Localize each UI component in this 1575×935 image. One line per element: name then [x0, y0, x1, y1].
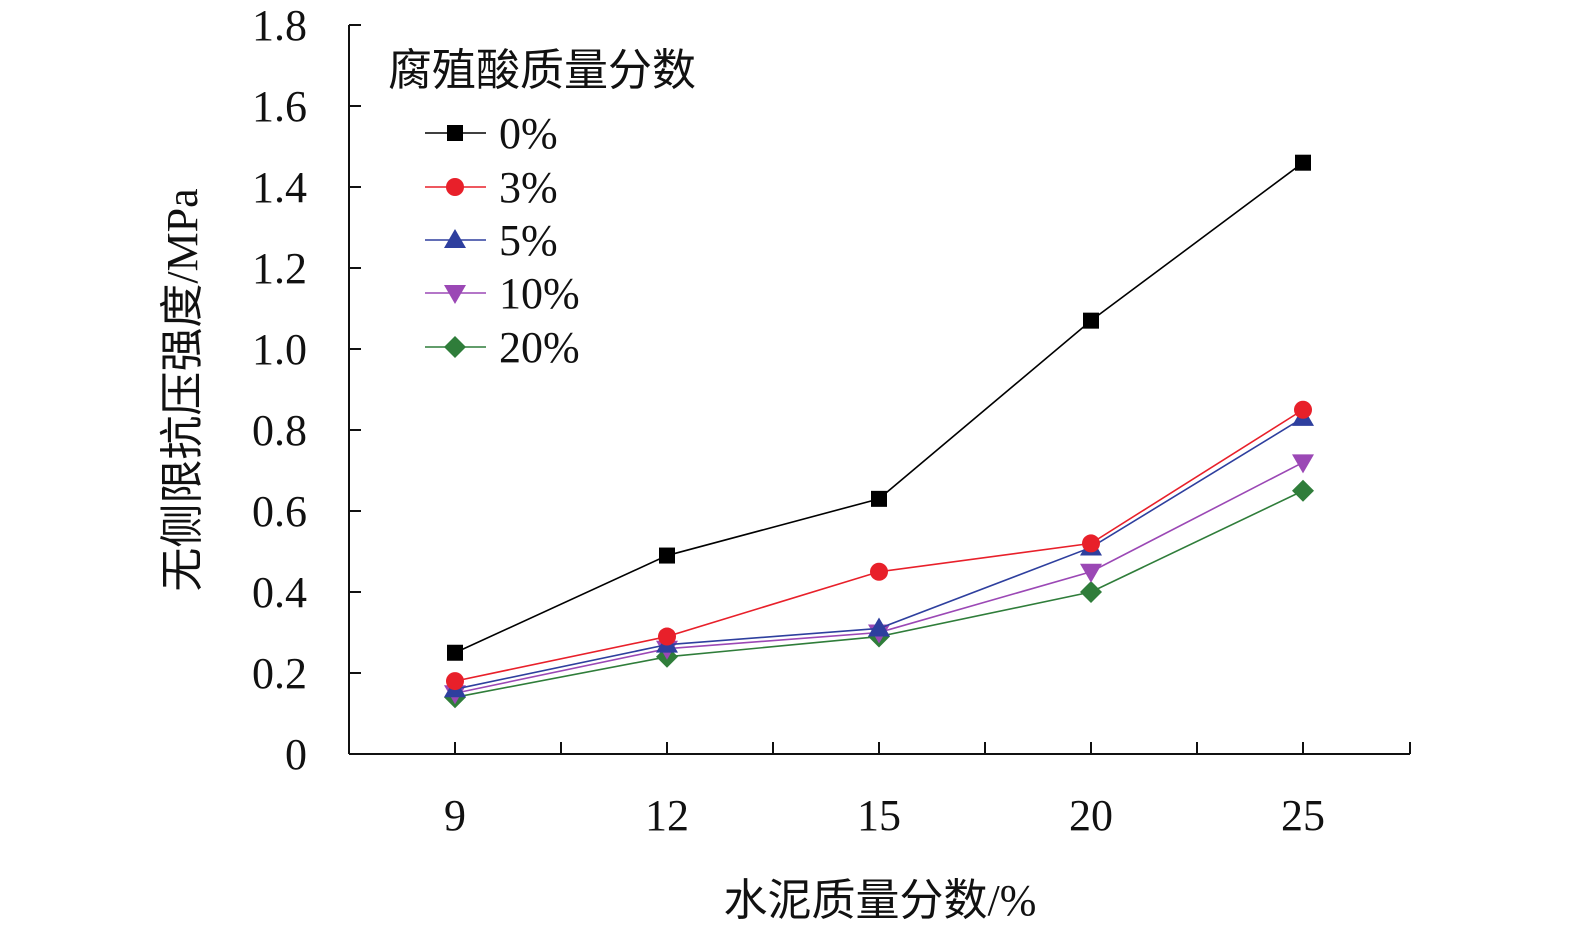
x-tick-label: 15	[857, 791, 901, 840]
x-tick-label: 20	[1069, 791, 1113, 840]
data-point	[1292, 454, 1314, 474]
legend-marker	[446, 178, 464, 196]
legend-marker	[444, 229, 466, 248]
legend-item: 3%	[425, 163, 558, 212]
x-tick-label: 25	[1281, 791, 1325, 840]
data-point	[868, 617, 890, 637]
y-tick-label: 1.2	[252, 244, 307, 293]
data-point	[659, 547, 675, 564]
y-tick-label: 1.6	[252, 82, 307, 131]
y-tick-label: 0.2	[252, 649, 307, 698]
legend-marker	[444, 336, 466, 358]
x-tick-label: 9	[444, 791, 466, 840]
legend-title: 腐殖酸质量分数	[388, 46, 696, 95]
data-point	[447, 644, 463, 661]
data-point	[446, 672, 464, 691]
legend-marker	[444, 285, 466, 304]
series-layer	[444, 154, 1314, 709]
legend-item: 0%	[425, 109, 558, 158]
x-tick-label: 12	[645, 791, 689, 840]
y-tick-label: 0.8	[252, 406, 307, 455]
data-point	[871, 490, 887, 507]
series-20pct	[444, 479, 1314, 709]
data-point	[1080, 563, 1102, 583]
legend-label: 0%	[499, 109, 558, 158]
data-point	[1082, 534, 1100, 553]
data-point	[870, 562, 888, 581]
series-line	[454, 417, 1304, 690]
x-axis-title: 水泥质量分数/%	[724, 876, 1037, 925]
legend-label: 20%	[499, 323, 580, 372]
y-tick-label: 0.6	[252, 487, 307, 536]
y-tick-label: 0.4	[252, 568, 307, 617]
y-tick-label: 1.4	[252, 163, 307, 212]
legend: 腐殖酸质量分数 0% 3%5%10% 20%	[388, 46, 696, 372]
data-point	[1295, 154, 1311, 171]
data-point	[1292, 479, 1314, 502]
data-point	[658, 627, 676, 646]
series-0pct	[447, 154, 1311, 661]
legend-label: 5%	[499, 216, 558, 265]
series-5pct	[444, 406, 1314, 698]
series-3pct	[446, 400, 1312, 691]
y-tick-label: 1.0	[252, 325, 307, 374]
data-point	[1080, 581, 1102, 603]
legend-label: 10%	[499, 269, 580, 318]
data-point	[1294, 400, 1312, 419]
y-tick-label: 1.8	[252, 1, 307, 50]
legend-item: 10%	[425, 269, 580, 318]
data-point	[1083, 312, 1099, 329]
legend-item: 5%	[425, 216, 558, 265]
legend-item: 20%	[425, 323, 580, 372]
legend-label: 3%	[499, 163, 558, 212]
y-axis-title: 无侧限抗压强度/MPa	[158, 188, 207, 591]
legend-marker	[447, 125, 463, 141]
ticks: 0 0.2 0.4 0.6 0.8 1.0 1.2 1.4 1.6 1.8 9 12 15 20 25	[252, 1, 1411, 840]
y-tick-label: 0	[285, 730, 307, 779]
